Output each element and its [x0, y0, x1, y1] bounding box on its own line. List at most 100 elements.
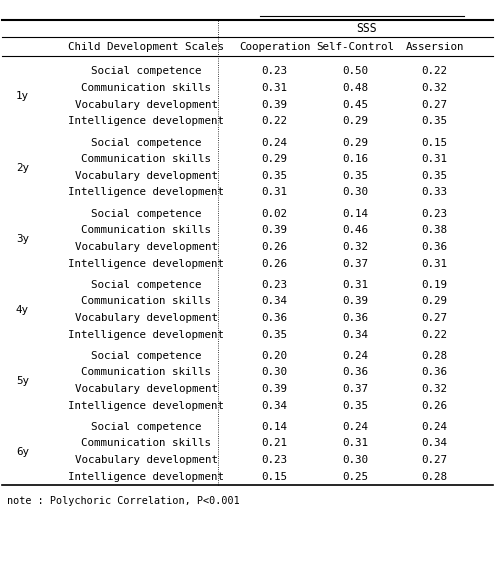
- Text: Social competence: Social competence: [91, 351, 201, 361]
- Text: 0.27: 0.27: [422, 455, 447, 465]
- Text: 0.50: 0.50: [343, 67, 368, 77]
- Text: 0.36: 0.36: [422, 367, 447, 377]
- Text: 0.22: 0.22: [422, 329, 447, 340]
- Text: 0.39: 0.39: [262, 225, 288, 235]
- Text: 0.31: 0.31: [262, 83, 288, 93]
- Text: Intelligence development: Intelligence development: [68, 116, 224, 126]
- Text: 0.02: 0.02: [262, 209, 288, 219]
- Text: 0.39: 0.39: [262, 100, 288, 110]
- Text: Communication skills: Communication skills: [81, 83, 211, 93]
- Text: 5y: 5y: [16, 376, 29, 386]
- Text: Vocabulary development: Vocabulary development: [75, 313, 217, 323]
- Text: Vocabulary development: Vocabulary development: [75, 100, 217, 110]
- Text: 0.31: 0.31: [422, 258, 447, 268]
- Text: Social competence: Social competence: [91, 138, 201, 148]
- Text: 0.25: 0.25: [343, 472, 368, 482]
- Text: Vocabulary development: Vocabulary development: [75, 384, 217, 394]
- Text: Intelligence development: Intelligence development: [68, 329, 224, 340]
- Text: 0.31: 0.31: [262, 187, 288, 197]
- Text: 0.39: 0.39: [343, 296, 368, 306]
- Text: SSS: SSS: [357, 22, 377, 35]
- Text: 0.45: 0.45: [343, 100, 368, 110]
- Text: 0.33: 0.33: [422, 187, 447, 197]
- Text: 0.16: 0.16: [343, 154, 368, 164]
- Text: 0.26: 0.26: [262, 258, 288, 268]
- Text: 0.29: 0.29: [343, 116, 368, 126]
- Text: 0.32: 0.32: [422, 83, 447, 93]
- Text: 0.22: 0.22: [422, 67, 447, 77]
- Text: 0.34: 0.34: [422, 438, 447, 448]
- Text: 0.28: 0.28: [422, 351, 447, 361]
- Text: Communication skills: Communication skills: [81, 367, 211, 377]
- Text: 0.35: 0.35: [422, 116, 447, 126]
- Text: 0.38: 0.38: [422, 225, 447, 235]
- Text: 0.14: 0.14: [343, 209, 368, 219]
- Text: Intelligence development: Intelligence development: [68, 258, 224, 268]
- Text: 0.20: 0.20: [262, 351, 288, 361]
- Text: 0.36: 0.36: [343, 367, 368, 377]
- Text: 0.35: 0.35: [262, 171, 288, 181]
- Text: 0.22: 0.22: [262, 116, 288, 126]
- Text: 0.24: 0.24: [343, 422, 368, 432]
- Text: Communication skills: Communication skills: [81, 225, 211, 235]
- Text: Intelligence development: Intelligence development: [68, 187, 224, 197]
- Text: Social competence: Social competence: [91, 67, 201, 77]
- Text: 0.31: 0.31: [343, 438, 368, 448]
- Text: 0.31: 0.31: [343, 280, 368, 290]
- Text: Intelligence development: Intelligence development: [68, 472, 224, 482]
- Text: note : Polychoric Correlation, P<0.001: note : Polychoric Correlation, P<0.001: [7, 496, 240, 506]
- Text: 0.24: 0.24: [343, 351, 368, 361]
- Text: 3y: 3y: [16, 233, 29, 244]
- Text: 0.36: 0.36: [262, 313, 288, 323]
- Text: 0.48: 0.48: [343, 83, 368, 93]
- Text: 6y: 6y: [16, 447, 29, 457]
- Text: 0.29: 0.29: [343, 138, 368, 148]
- Text: Social competence: Social competence: [91, 280, 201, 290]
- Text: 0.37: 0.37: [343, 384, 368, 394]
- Text: 0.32: 0.32: [422, 384, 447, 394]
- Text: 0.23: 0.23: [262, 455, 288, 465]
- Text: 0.34: 0.34: [262, 296, 288, 306]
- Text: 0.26: 0.26: [422, 400, 447, 411]
- Text: 0.21: 0.21: [262, 438, 288, 448]
- Text: 0.23: 0.23: [262, 280, 288, 290]
- Text: Assersion: Assersion: [405, 42, 464, 51]
- Text: Self-Control: Self-Control: [316, 42, 395, 51]
- Text: 0.32: 0.32: [343, 242, 368, 252]
- Text: Cooperation: Cooperation: [239, 42, 310, 51]
- Text: 4y: 4y: [16, 305, 29, 315]
- Text: Vocabulary development: Vocabulary development: [75, 455, 217, 465]
- Text: 0.39: 0.39: [262, 384, 288, 394]
- Text: 0.36: 0.36: [422, 242, 447, 252]
- Text: 0.30: 0.30: [262, 367, 288, 377]
- Text: Social competence: Social competence: [91, 209, 201, 219]
- Text: 0.24: 0.24: [262, 138, 288, 148]
- Text: 0.46: 0.46: [343, 225, 368, 235]
- Text: 0.15: 0.15: [422, 138, 447, 148]
- Text: Social competence: Social competence: [91, 422, 201, 432]
- Text: 0.34: 0.34: [343, 329, 368, 340]
- Text: Vocabulary development: Vocabulary development: [75, 171, 217, 181]
- Text: 0.31: 0.31: [422, 154, 447, 164]
- Text: 0.27: 0.27: [422, 313, 447, 323]
- Text: Intelligence development: Intelligence development: [68, 400, 224, 411]
- Text: 0.29: 0.29: [262, 154, 288, 164]
- Text: 0.24: 0.24: [422, 422, 447, 432]
- Text: 0.26: 0.26: [262, 242, 288, 252]
- Text: Communication skills: Communication skills: [81, 154, 211, 164]
- Text: 0.29: 0.29: [422, 296, 447, 306]
- Text: 0.34: 0.34: [262, 400, 288, 411]
- Text: 0.28: 0.28: [422, 472, 447, 482]
- Text: 0.30: 0.30: [343, 455, 368, 465]
- Text: Communication skills: Communication skills: [81, 296, 211, 306]
- Text: 0.35: 0.35: [343, 171, 368, 181]
- Text: 0.30: 0.30: [343, 187, 368, 197]
- Text: 0.15: 0.15: [262, 472, 288, 482]
- Text: 2y: 2y: [16, 162, 29, 173]
- Text: Vocabulary development: Vocabulary development: [75, 242, 217, 252]
- Text: 1y: 1y: [16, 91, 29, 102]
- Text: 0.19: 0.19: [422, 280, 447, 290]
- Text: Communication skills: Communication skills: [81, 438, 211, 448]
- Text: 0.37: 0.37: [343, 258, 368, 268]
- Text: 0.23: 0.23: [422, 209, 447, 219]
